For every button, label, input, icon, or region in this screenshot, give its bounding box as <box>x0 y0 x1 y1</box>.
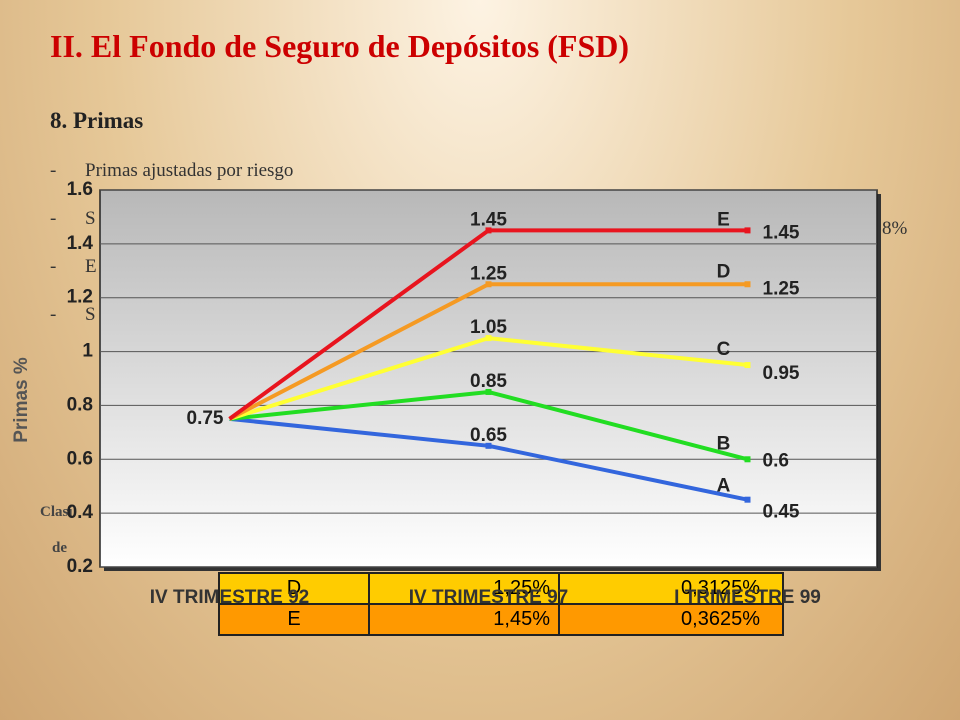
point-marker <box>485 281 492 288</box>
x-tick-label: IV TRIMESTRE 92 <box>150 587 309 608</box>
point-marker <box>485 335 492 342</box>
point-marker <box>744 456 751 463</box>
bullet-text: E <box>85 256 97 277</box>
data-label: 0.75 <box>187 408 224 429</box>
section-heading: 8. Primas <box>50 108 144 133</box>
y-tick-label: 1.2 <box>67 287 93 308</box>
premium-table: D 1,25% 0,3125% E 1,45% 0,3625% <box>218 572 784 636</box>
bullet: - Primas ajustadas por riesgo <box>50 160 294 181</box>
x-tick-label: IV TRIMESTRE 97 <box>409 587 568 608</box>
cell: 1,45% <box>368 603 560 636</box>
data-label: 0.85 <box>470 371 507 392</box>
data-label: 1.45 <box>763 222 800 243</box>
slide-title: II. El Fondo de Seguro de Depósitos (FSD… <box>50 28 630 64</box>
y-tick-label: 1.6 <box>67 179 93 200</box>
cell: 0,3625% <box>558 603 784 636</box>
text-fragment: de <box>52 540 67 556</box>
y-tick-label: 0.2 <box>67 556 93 577</box>
point-marker <box>485 442 492 449</box>
bullet: -S <box>50 304 96 325</box>
y-tick-label: 0.4 <box>67 502 94 523</box>
x-tick-label: I TRIMESTRE 99 <box>674 587 821 608</box>
point-marker <box>744 362 751 369</box>
y-tick-label: 1 <box>82 341 93 362</box>
text-fragment: 8% <box>882 218 908 239</box>
plot-area <box>99 189 878 568</box>
data-label: 1.25 <box>763 278 800 299</box>
y-tick-label: 1.4 <box>67 233 94 254</box>
point-marker <box>744 227 751 234</box>
point-marker <box>744 281 751 288</box>
data-label: 1.45 <box>470 209 507 230</box>
data-label: 0.6 <box>763 450 789 471</box>
text-fragment: Clasi <box>40 504 73 520</box>
cell: 0,3125% <box>558 572 784 605</box>
bullet: -E <box>50 256 97 277</box>
cell: 1,25% <box>368 572 560 605</box>
bullet-text: Primas ajustadas por riesgo <box>85 160 294 181</box>
data-label: 1.25 <box>470 263 507 284</box>
table-row: D 1,25% 0,3125% <box>218 572 784 605</box>
series-label: D <box>717 261 731 282</box>
cell: E <box>218 603 370 636</box>
data-label: 0.65 <box>470 425 507 446</box>
data-label: 1.05 <box>470 317 507 338</box>
point-marker <box>485 388 492 395</box>
y-tick-label: 0.6 <box>67 448 93 469</box>
bullet-text: S <box>85 304 96 325</box>
y-tick-label: 0.8 <box>67 394 93 415</box>
series-label: A <box>717 476 731 497</box>
point-marker <box>744 496 751 503</box>
series-label: C <box>717 339 731 360</box>
table-row: E 1,45% 0,3625% <box>218 603 784 636</box>
bullet: -S <box>50 208 96 229</box>
bullet-text: S <box>85 208 96 229</box>
series-label: E <box>717 209 730 230</box>
point-marker <box>485 227 492 234</box>
data-label: 0.45 <box>763 502 800 523</box>
cell: D <box>218 572 370 605</box>
data-label: 0.95 <box>763 363 800 384</box>
series-label: B <box>717 433 731 454</box>
y-axis-title: Primas % <box>11 357 32 443</box>
